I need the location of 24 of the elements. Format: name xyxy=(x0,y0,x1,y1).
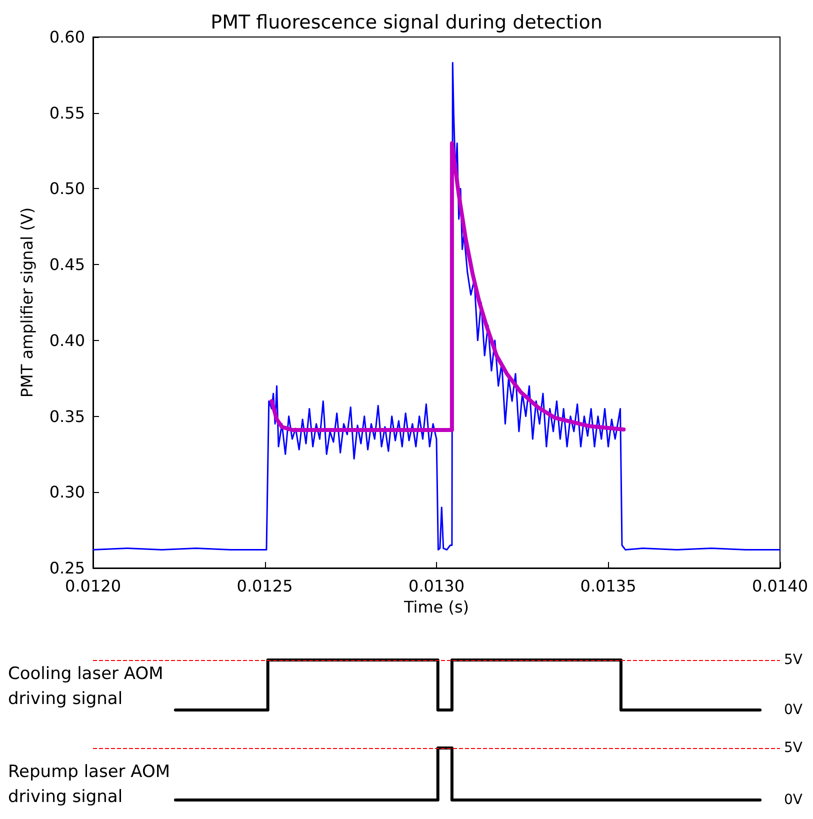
y-tick-label: 0.30 xyxy=(49,482,85,502)
y-tick-label: 5V xyxy=(784,740,803,756)
y-tick-label: 0V xyxy=(784,702,803,718)
x-tick-label: 0.0120 xyxy=(65,576,121,596)
x-axis-title: Time (s) xyxy=(402,597,470,616)
y-axis-title: Cooling laser AOM driving signal xyxy=(8,663,164,711)
y-tick-label: 0V xyxy=(784,792,803,808)
x-tick-label: 0.0130 xyxy=(408,576,464,596)
x-tick-label: 0.0125 xyxy=(236,576,293,596)
line-series xyxy=(92,62,781,551)
y-tick-label: 5V xyxy=(784,652,803,668)
y-axis-title: PMT amplifier signal (V) xyxy=(18,207,36,398)
chart-title: PMT fluorescence signal during detection xyxy=(210,12,602,34)
y-tick-label: 0.45 xyxy=(49,255,85,274)
line-series xyxy=(270,141,626,432)
y-tick-label: 0.35 xyxy=(49,406,85,426)
x-tick-label: 0.0135 xyxy=(580,576,636,596)
y-tick-label: 0.50 xyxy=(49,179,85,198)
y-axis-title: Repump laser AOM driving signal xyxy=(8,761,172,809)
y-tick-label: 0.55 xyxy=(49,103,85,122)
y-tick-label: 0.25 xyxy=(49,558,85,578)
y-tick-label: 0.60 xyxy=(49,28,85,46)
x-tick-label: 0.0140 xyxy=(752,576,808,596)
y-tick-label: 0.40 xyxy=(49,330,85,350)
